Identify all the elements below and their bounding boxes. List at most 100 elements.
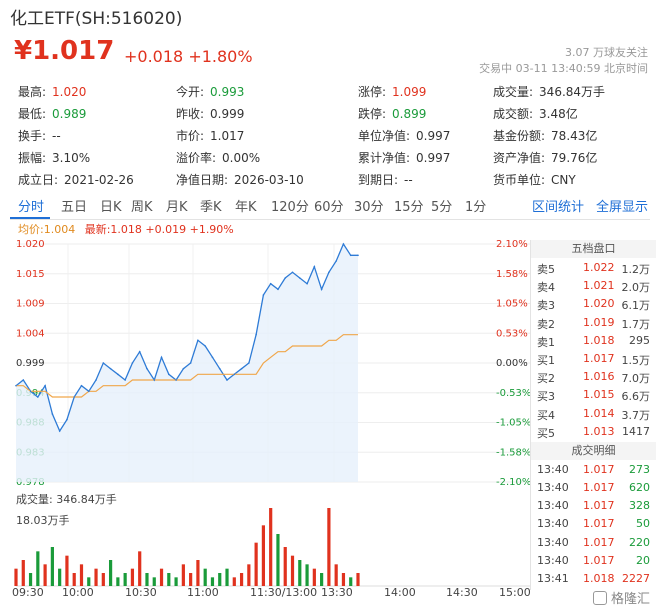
tab-divider	[10, 219, 650, 220]
tab-4[interactable]: 月K	[166, 200, 188, 215]
y-tick-right: 0.53%	[496, 328, 528, 339]
stat-label: 最高:	[18, 85, 47, 99]
order-price: 1.022	[583, 261, 615, 274]
volume-bar	[94, 568, 98, 586]
price-area	[16, 244, 358, 482]
x-tick: 10:00	[62, 586, 94, 599]
y-tick-right: -1.05%	[496, 418, 530, 429]
y-tick-right: -2.10%	[496, 477, 530, 486]
price-point	[269, 282, 272, 285]
tab-7[interactable]: 120分	[271, 200, 309, 215]
order-volume: 7.0万	[621, 372, 651, 386]
price-point	[182, 367, 185, 370]
y-tick-left: 1.009	[16, 299, 45, 310]
stat-label: 溢价率:	[176, 151, 217, 165]
stat-label: 净值日期:	[176, 173, 229, 187]
volume-bar	[341, 573, 346, 586]
stat-label: 涨停:	[358, 85, 387, 99]
order-book-row: 买2 1.016 7.0万	[531, 367, 656, 385]
y-tick-left: 1.004	[16, 328, 45, 339]
trade-volume: 2227	[622, 572, 650, 585]
order-price: 1.016	[583, 370, 615, 384]
order-book-row: 卖1 1.018 295	[531, 331, 656, 349]
price-chart[interactable]: 1.020 2.10% 1.015 1.58% 1.009 1.05% 1.004 0.53%…	[0, 236, 530, 486]
price-point	[248, 362, 250, 364]
volume-bar	[145, 573, 149, 586]
volume-bar	[298, 560, 302, 586]
tab-5[interactable]: 季K	[200, 200, 222, 215]
avg-line	[16, 334, 358, 398]
volume-bar	[254, 542, 258, 586]
volume-bar	[79, 564, 84, 586]
tab-3[interactable]: 周K	[131, 200, 153, 215]
trade-price: 1.018	[583, 572, 615, 585]
stat-item: 最高: 1.020	[18, 83, 86, 100]
stat-label: 振幅:	[18, 151, 47, 165]
tab-0[interactable]: 分时	[18, 200, 45, 215]
volume-bar	[269, 508, 273, 586]
stat-value: 0.997	[416, 151, 451, 165]
trade-volume: 50	[636, 517, 650, 531]
price-point	[306, 282, 308, 285]
trade-time: 13:40	[537, 499, 569, 513]
order-side: 卖2	[537, 317, 555, 331]
stat-label: 资产净值:	[493, 151, 546, 165]
stat-value: 0.899	[392, 107, 427, 121]
stat-item: 跌停: 0.899	[358, 105, 426, 122]
volume-bar	[108, 560, 113, 586]
tab-11[interactable]: 5分	[431, 200, 453, 215]
followers-count: 3.07 万球友关注	[565, 46, 648, 59]
watermark-text: 格隆汇	[610, 592, 650, 607]
stat-value: 3.48亿	[539, 107, 578, 121]
stat-label: 跌停:	[358, 107, 387, 121]
order-volume: 1.7万	[621, 317, 651, 331]
price-point	[58, 430, 61, 432]
tab-6[interactable]: 年K	[235, 200, 257, 215]
order-panel: 五档盘口 卖5 1.022 1.2万 卖4 1.021 2.0万 卖3 1.020 6.1万 卖2…	[530, 240, 656, 590]
tab-10[interactable]: 15分	[394, 200, 424, 215]
price-point	[66, 418, 68, 421]
trade-row: 13:40 1.017 328	[531, 496, 656, 514]
stat-value: 1.099	[392, 85, 427, 99]
stat-label: 最低:	[18, 107, 47, 121]
volume-bar	[130, 568, 135, 586]
trade-time: 13:40	[537, 517, 569, 531]
stat-label: 换手:	[18, 129, 47, 143]
volume-bar	[123, 573, 127, 586]
order-price: 1.020	[583, 297, 615, 311]
trade-price: 1.017	[583, 481, 615, 495]
fullscreen-button[interactable]: 全屏显示	[596, 200, 649, 215]
stat-item: 成交额: 3.48亿	[493, 105, 578, 122]
volume-bar	[276, 534, 280, 586]
order-book-row: 卖4 1.021 2.0万	[531, 276, 656, 294]
trade-row: 13:40 1.017 50	[531, 514, 656, 532]
price-point	[211, 356, 214, 359]
stat-item: 净值日期: 2026-03-10	[176, 171, 304, 188]
tab-9[interactable]: 30分	[354, 200, 384, 215]
stat-value: 0.997	[416, 129, 451, 143]
tab-8[interactable]: 60分	[314, 200, 344, 215]
volume-bar	[101, 573, 105, 586]
volume-chart[interactable]	[0, 488, 530, 588]
price-point	[204, 345, 206, 347]
trade-time: 13:40	[537, 553, 569, 567]
price-point	[298, 277, 301, 279]
tab-12[interactable]: 1分	[465, 200, 487, 215]
current-price: ¥1.017	[14, 36, 115, 66]
y-tick-right: -0.53%	[496, 388, 530, 399]
volume-bar	[50, 547, 54, 586]
price-point	[233, 373, 236, 376]
volume-bar	[14, 568, 18, 586]
stat-label: 成交额:	[493, 107, 534, 121]
page-title: 化工ETF(SH:516020)	[10, 9, 183, 29]
tab-1[interactable]: 五日	[61, 200, 88, 215]
price-point	[255, 333, 257, 336]
stat-value: 78.43亿	[551, 129, 598, 143]
range-stats-button[interactable]: 区间统计	[532, 200, 585, 215]
x-tick: 14:00	[384, 586, 416, 599]
stat-value: 0.993	[210, 85, 245, 99]
volume-bar	[152, 577, 156, 586]
y-tick-left: 1.015	[16, 269, 45, 280]
stat-item: 涨停: 1.099	[358, 83, 426, 100]
tab-2[interactable]: 日K	[100, 200, 122, 215]
